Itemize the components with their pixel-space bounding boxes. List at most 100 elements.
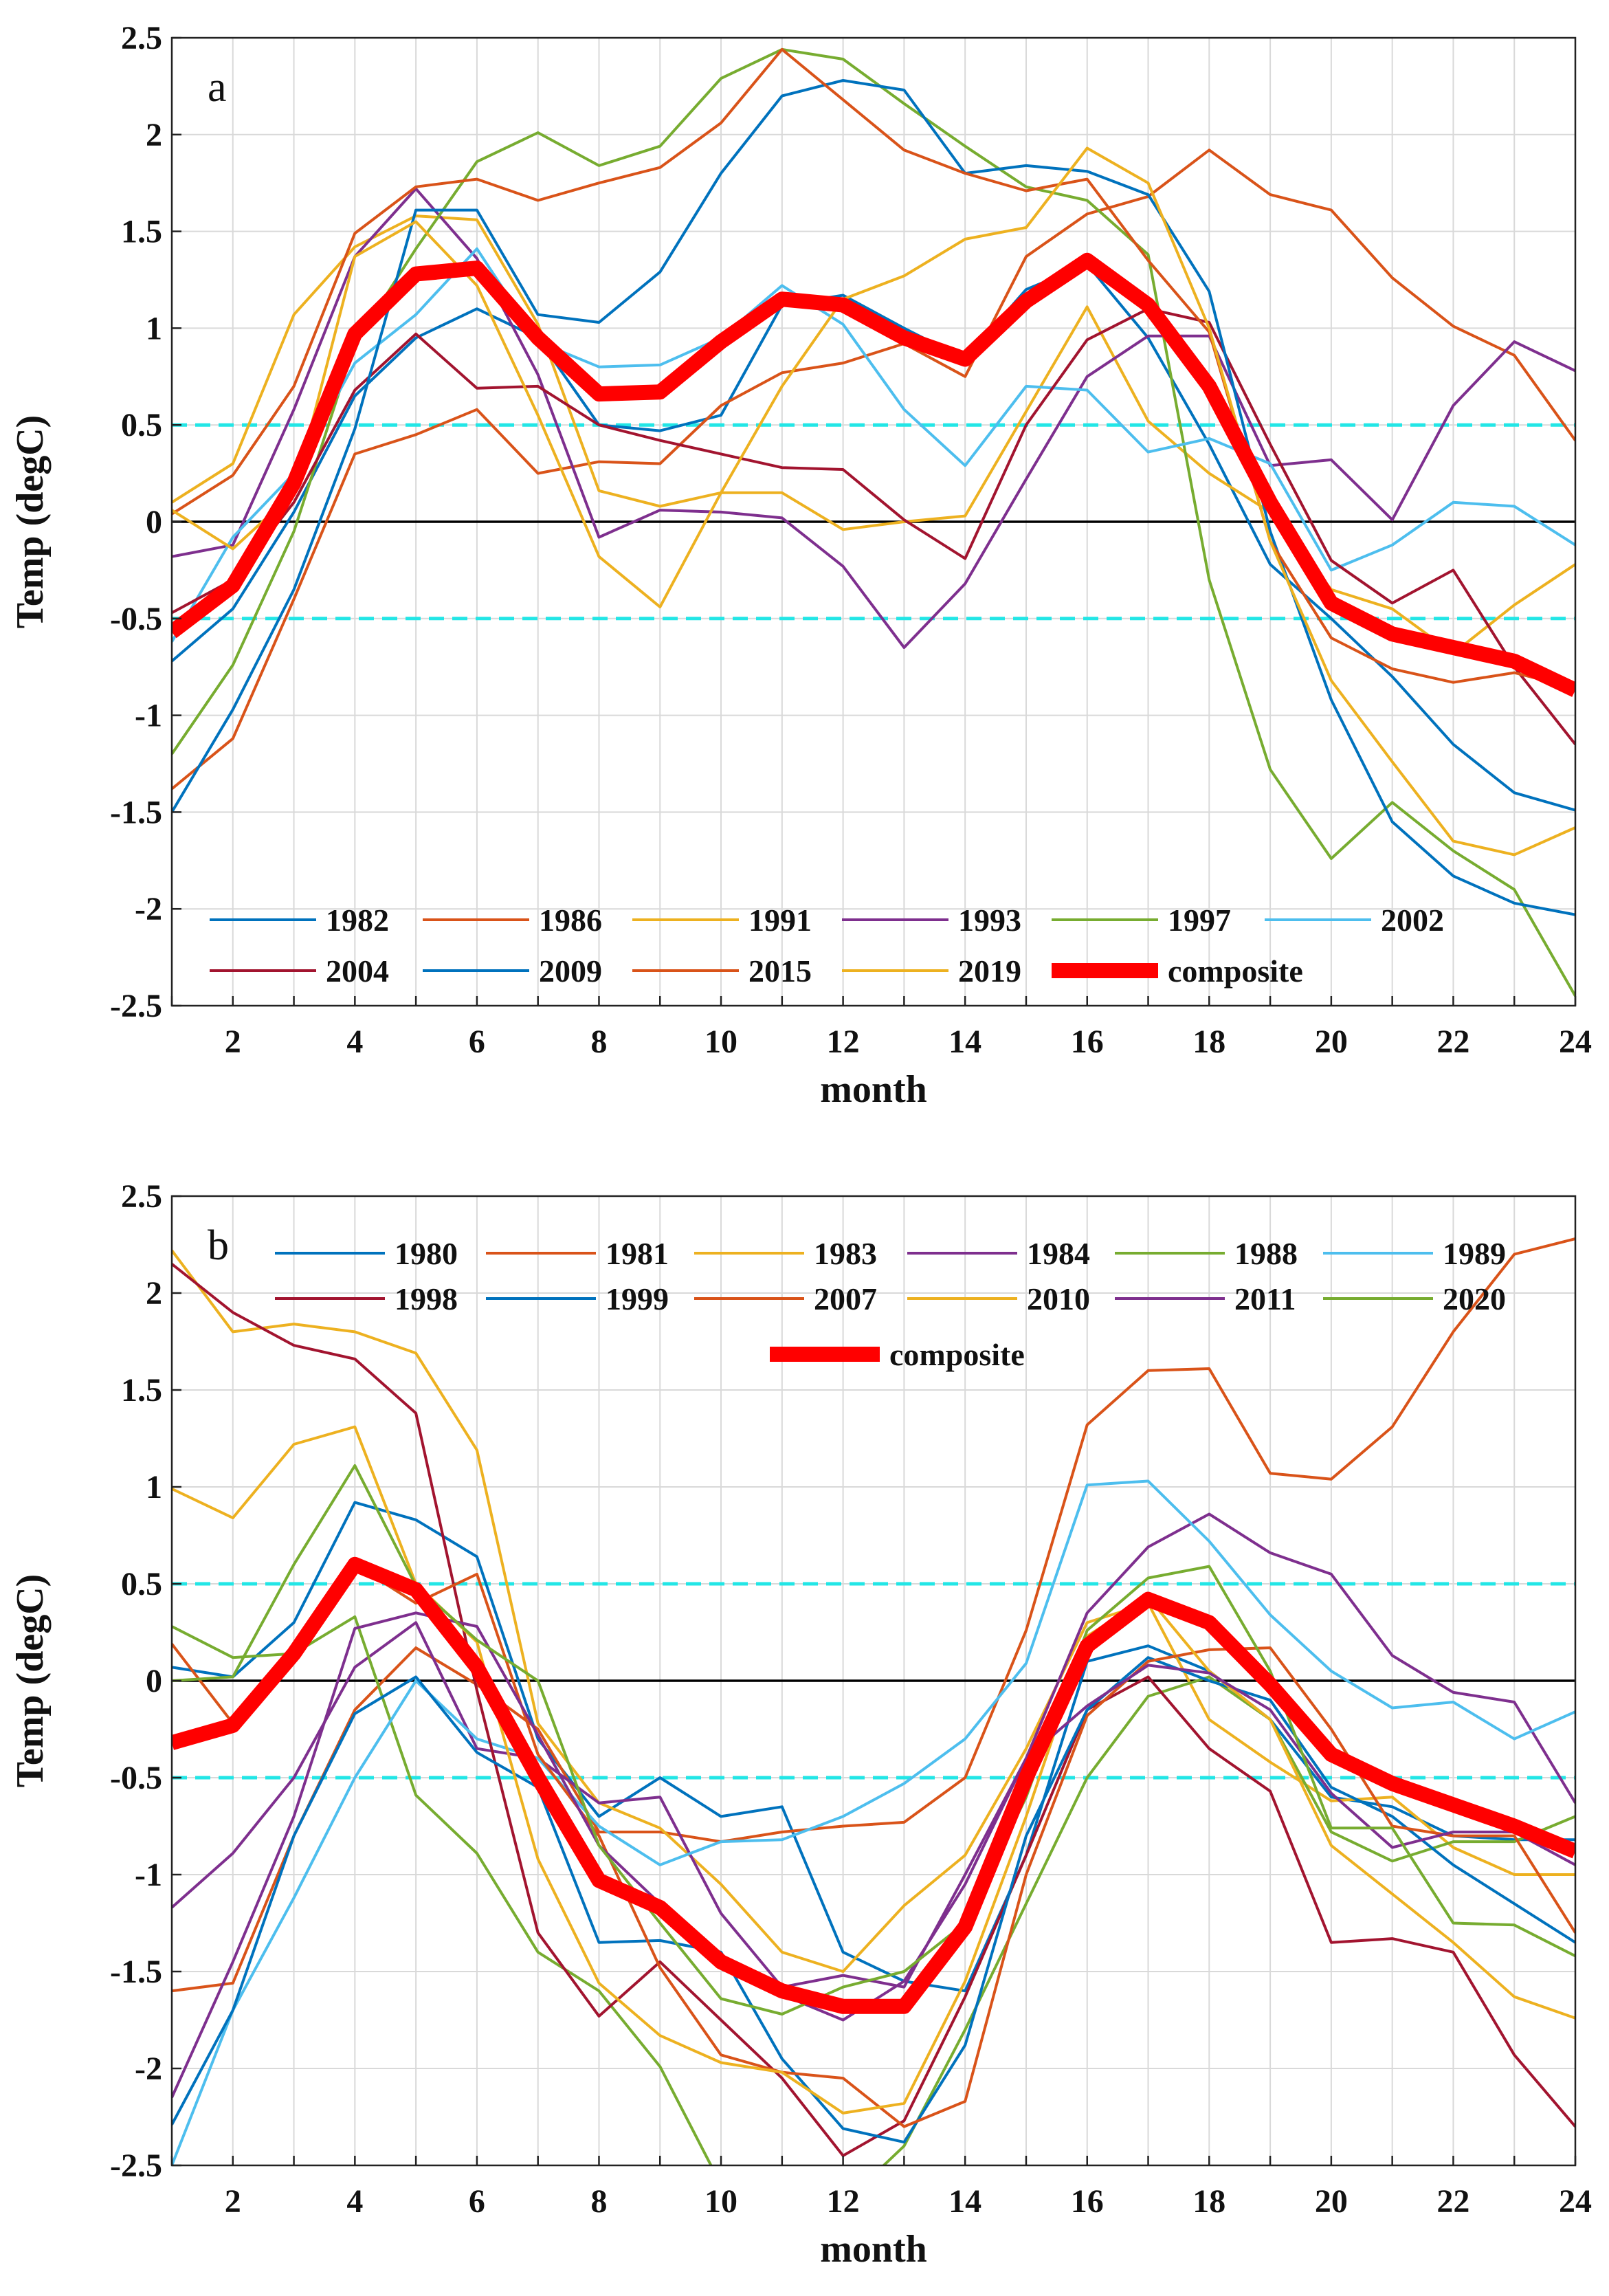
panel-b-y-tick-label: -2.5 <box>110 2148 162 2184</box>
panel-b-series-1999 <box>172 1656 1575 2144</box>
panel-a-y-tick-label: 2.5 <box>121 20 162 56</box>
panel-a-x-tick-label: 2 <box>225 1024 241 1060</box>
panel-a-legend-label-1993: 1993 <box>958 903 1021 938</box>
panel-a-y-tick-label: 0.5 <box>121 407 162 443</box>
panel-b-y-tick-label: 1 <box>146 1469 162 1505</box>
panel-a-series-2004 <box>172 307 1575 746</box>
panel-b-series-1980 <box>172 1501 1575 1993</box>
panel-a-x-tick-label: 20 <box>1315 1024 1348 1060</box>
panel-b-x-tick-label: 14 <box>948 2183 981 2220</box>
panel-a-y-tick-label: -2.5 <box>110 988 162 1024</box>
panel-b-series-1981 <box>172 1237 1575 1993</box>
panel-b-x-tick-label: 20 <box>1315 2183 1348 2220</box>
panel-b-y-tick-label: -2 <box>135 2051 162 2087</box>
panel-a-letter: a <box>208 64 227 111</box>
panel-b-x-tick-label: 2 <box>225 2183 241 2220</box>
panel-b-legend-label-2010: 2010 <box>1027 1281 1090 1316</box>
panel-a-legend-label-1982: 1982 <box>326 903 389 938</box>
panel-b-legend-label-2020: 2020 <box>1443 1281 1506 1316</box>
panel-a: 2 4 6 8 10 12 14 16 18 20 22 24 -2.5-2-1.5-1-0.500.… <box>9 20 1592 1111</box>
panel-b-series-composite <box>172 1556 1575 2014</box>
panel-a-x-tick-label: 14 <box>948 1024 981 1060</box>
panel-b-x-tick-label: 10 <box>704 2183 737 2220</box>
panel-a-x-axis-label: month <box>820 1068 927 1111</box>
panel-a-series-1993 <box>172 187 1575 649</box>
panel-a-series-2009 <box>172 79 1575 916</box>
panel-b-legend-label-2007: 2007 <box>814 1281 877 1316</box>
panel-b-series-1989 <box>172 1479 1575 2165</box>
panel-a-y-tick-label: -2 <box>135 891 162 927</box>
panel-b-legend-label-1988: 1988 <box>1234 1236 1298 1271</box>
panel-a-x-tick-label: 16 <box>1071 1024 1104 1060</box>
panel-b-series-1988 <box>172 1615 1575 2165</box>
panel-b-x-tick-label: 12 <box>827 2183 860 2220</box>
panel-b-x-tick-label: 16 <box>1071 2183 1104 2220</box>
panel-a-legend: 1982 1986 1991 1993 1997 2002 2004 2009 2015 2019… <box>210 903 1444 989</box>
panel-b-y-axis-label: Temp (degC) <box>9 1574 52 1788</box>
panel-b-x-tick-label: 4 <box>346 2183 363 2220</box>
panel-b-series-1998 <box>172 1263 1575 2157</box>
panel-a-series-1991 <box>172 214 1575 655</box>
panel-b-series-1983 <box>172 1249 1575 1973</box>
panel-b-x-axis-label: month <box>820 2228 927 2271</box>
panel-a-x-tick-label: 6 <box>469 1024 485 1060</box>
panel-a-y-tick-label: -1 <box>135 698 162 734</box>
panel-a-y-tick-label: -1.5 <box>110 794 162 830</box>
panel-a-y-tick-label: -0.5 <box>110 601 162 637</box>
panel-a-x-tick-label: 10 <box>704 1024 737 1060</box>
panel-a-y-ticks: -2.5 -2 -1.5 -1 -0.5 0 0.5 1 1.5 2 2.5 <box>110 20 181 1024</box>
panel-b-legend: 1980 1981 1983 1984 1988 1989 1998 1999 2007 2010… <box>275 1236 1506 1372</box>
panel-a-legend-label-composite: composite <box>1168 953 1303 989</box>
panel-b-legend-label-1998: 1998 <box>395 1281 458 1316</box>
panel-b-legend-label-1981: 1981 <box>606 1236 669 1271</box>
panel-b-series <box>172 1237 1575 2165</box>
panel-b-y-tick-label: 0 <box>146 1663 162 1699</box>
panel-a-legend-label-1991: 1991 <box>748 903 812 938</box>
panel-a-y-tick-label: 1.5 <box>121 214 162 250</box>
panel-a-x-tick-label: 4 <box>346 1024 363 1060</box>
panel-a-legend-label-2009: 2009 <box>539 953 602 989</box>
panel-b-x-tick-label: 22 <box>1436 2183 1469 2220</box>
panel-a-x-tick-label: 22 <box>1436 1024 1469 1060</box>
panel-a-series-1982 <box>172 263 1575 812</box>
panel-b-y-tick-label: -1 <box>135 1857 162 1893</box>
panel-a-x-ticks: 2 4 6 8 10 12 14 16 18 20 22 24 <box>170 996 1592 1060</box>
panel-b-y-tick-label: -0.5 <box>110 1760 162 1796</box>
panel-b-legend-label-composite: composite <box>889 1337 1025 1372</box>
panel-a-y-axis-label: Temp (degC) <box>9 415 52 629</box>
panel-b-x-tick-label: 24 <box>1559 2183 1592 2220</box>
panel-b-legend-label-1980: 1980 <box>395 1236 458 1271</box>
panel-b-y-tick-label: 2 <box>146 1275 162 1312</box>
panel-a-reference-lines <box>172 423 1575 621</box>
panel-a-series <box>172 47 1575 997</box>
panel-b-y-ticks: -2.5 -2 -1.5 -1 -0.5 0 0.5 1 1.5 2 2.5 <box>110 1178 181 2184</box>
panel-b-series-1984 <box>172 1512 1575 1989</box>
panel-a-series-2019 <box>172 146 1575 857</box>
panel-b-y-tick-label: 0.5 <box>121 1566 162 1602</box>
panel-a-series-composite <box>172 252 1575 697</box>
panel-b-letter: b <box>208 1222 229 1269</box>
panel-a-x-tick-label: 18 <box>1192 1024 1225 1060</box>
panel-a-y-tick-label: 2 <box>146 117 162 153</box>
panel-a-legend-label-1986: 1986 <box>539 903 602 938</box>
panel-b-y-tick-label: 2.5 <box>121 1178 162 1215</box>
panel-a-legend-label-2002: 2002 <box>1381 903 1444 938</box>
panel-a-y-tick-label: 1 <box>146 310 162 346</box>
panel-b-series-2020 <box>172 1464 1575 2016</box>
panel-a-y-tick-label: 0 <box>146 504 162 540</box>
panel-b-x-tick-label: 6 <box>469 2183 485 2220</box>
panel-a-x-tick-label: 8 <box>590 1024 607 1060</box>
panel-a-series-1986 <box>172 148 1575 791</box>
panel-a-legend-label-2004: 2004 <box>326 953 389 989</box>
panel-a-series-2015 <box>172 47 1575 690</box>
panel-b-legend-label-1989: 1989 <box>1443 1236 1506 1271</box>
panel-a-legend-label-2015: 2015 <box>748 953 812 989</box>
panel-b-y-tick-label: -1.5 <box>110 1954 162 1990</box>
panel-b-y-tick-label: 1.5 <box>121 1372 162 1409</box>
panel-a-legend-label-1997: 1997 <box>1168 903 1231 938</box>
panel-a-x-tick-label: 24 <box>1559 1024 1592 1060</box>
panel-b-x-tick-label: 8 <box>590 2183 607 2220</box>
panel-b-legend-label-1999: 1999 <box>606 1281 669 1316</box>
